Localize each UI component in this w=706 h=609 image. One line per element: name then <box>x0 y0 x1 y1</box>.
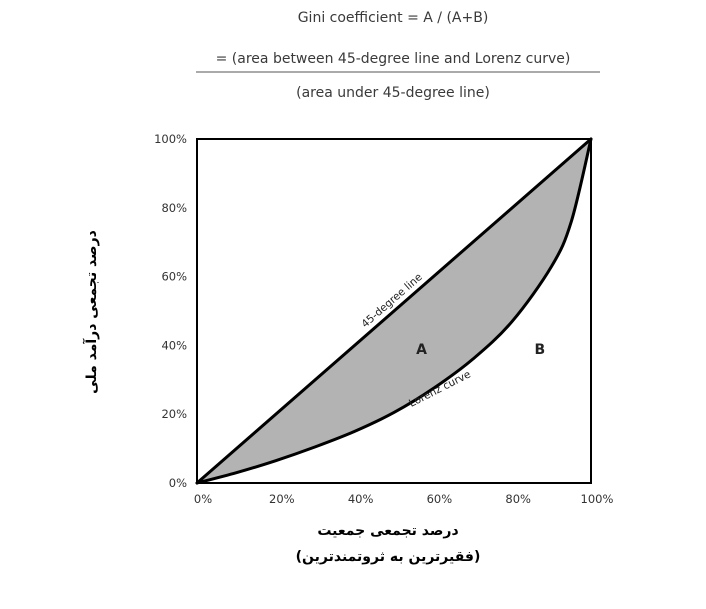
x-tick-label: 60% <box>427 492 453 506</box>
region-label-b: B <box>534 342 545 358</box>
x-tick-label: 80% <box>505 492 531 506</box>
formula-numerator: = (area between 45-degree line and Loren… <box>216 51 571 67</box>
formula-line-1: Gini coefficient = A / (A+B) <box>298 10 489 26</box>
formula-denominator: (area under 45-degree line) <box>296 85 490 101</box>
y-tick-label: 60% <box>161 270 187 284</box>
y-tick-label: 0% <box>169 476 187 490</box>
x-tick-label: 40% <box>348 492 374 506</box>
x-axis-title-line-1: درصد تجمعی جمعیت <box>317 523 458 539</box>
y-tick-label: 80% <box>161 201 187 215</box>
region-label-a: A <box>416 342 427 358</box>
plot-area: 0% 20% 40% 60% 80% 100%0%20%40%60%80%100%45-d… <box>154 132 613 506</box>
x-tick-label: 20% <box>269 492 295 506</box>
x-tick-label: 0% <box>194 492 212 506</box>
x-tick-label: 100% <box>581 492 614 506</box>
plot-frame <box>196 138 592 484</box>
series-45-degree-line <box>195 137 593 485</box>
y-tick-label: 20% <box>161 407 187 421</box>
y-tick-label: 100% <box>154 132 187 146</box>
y-axis-title: درصد تجمعی درآمد ملی <box>82 230 100 394</box>
series-lorenz-curve <box>195 137 593 485</box>
x-axis-title-line-2: (فقیرترین به ثروتمندترین) <box>296 549 481 565</box>
y-tick-label: 40% <box>161 338 187 352</box>
